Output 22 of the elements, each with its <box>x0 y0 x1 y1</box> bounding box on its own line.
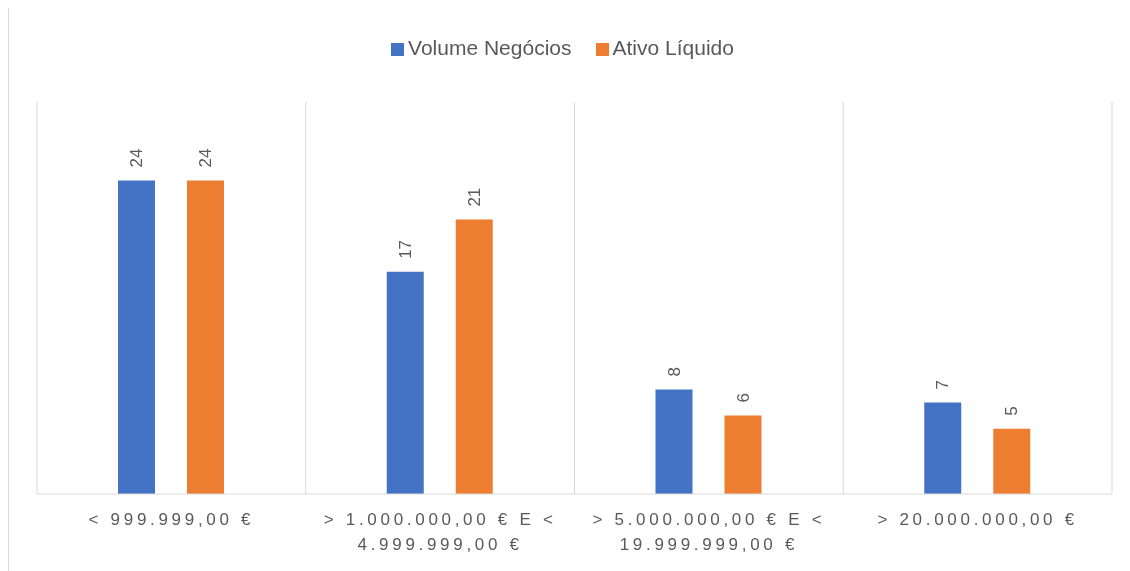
data-label: 8 <box>664 367 684 377</box>
bar <box>455 219 493 494</box>
data-label: 17 <box>395 239 415 259</box>
bar <box>386 271 424 494</box>
legend-label: Ativo Líquido <box>612 36 734 59</box>
x-tick-label: < 999.999,00 € <box>88 510 255 529</box>
bar <box>993 428 1031 494</box>
bar <box>187 180 224 494</box>
x-tick-label: > 1.000.000,00 € E < 4.999.999,00 € <box>323 510 557 554</box>
data-label: 6 <box>733 393 753 403</box>
data-label: 5 <box>1002 406 1022 416</box>
legend-label: Volume Negócios <box>408 36 572 59</box>
data-label: 7 <box>933 380 953 390</box>
bar <box>924 402 962 494</box>
bar <box>655 389 693 494</box>
bar <box>724 415 762 494</box>
bar <box>118 180 155 494</box>
data-label: 24 <box>127 148 146 168</box>
x-tick-label: > 5.000.000,00 € E < 19.999.999,00 € <box>592 510 826 554</box>
data-label: 21 <box>464 187 484 207</box>
data-label: 24 <box>196 148 215 168</box>
x-tick-label: > 20.000.000,00 € <box>877 510 1078 529</box>
